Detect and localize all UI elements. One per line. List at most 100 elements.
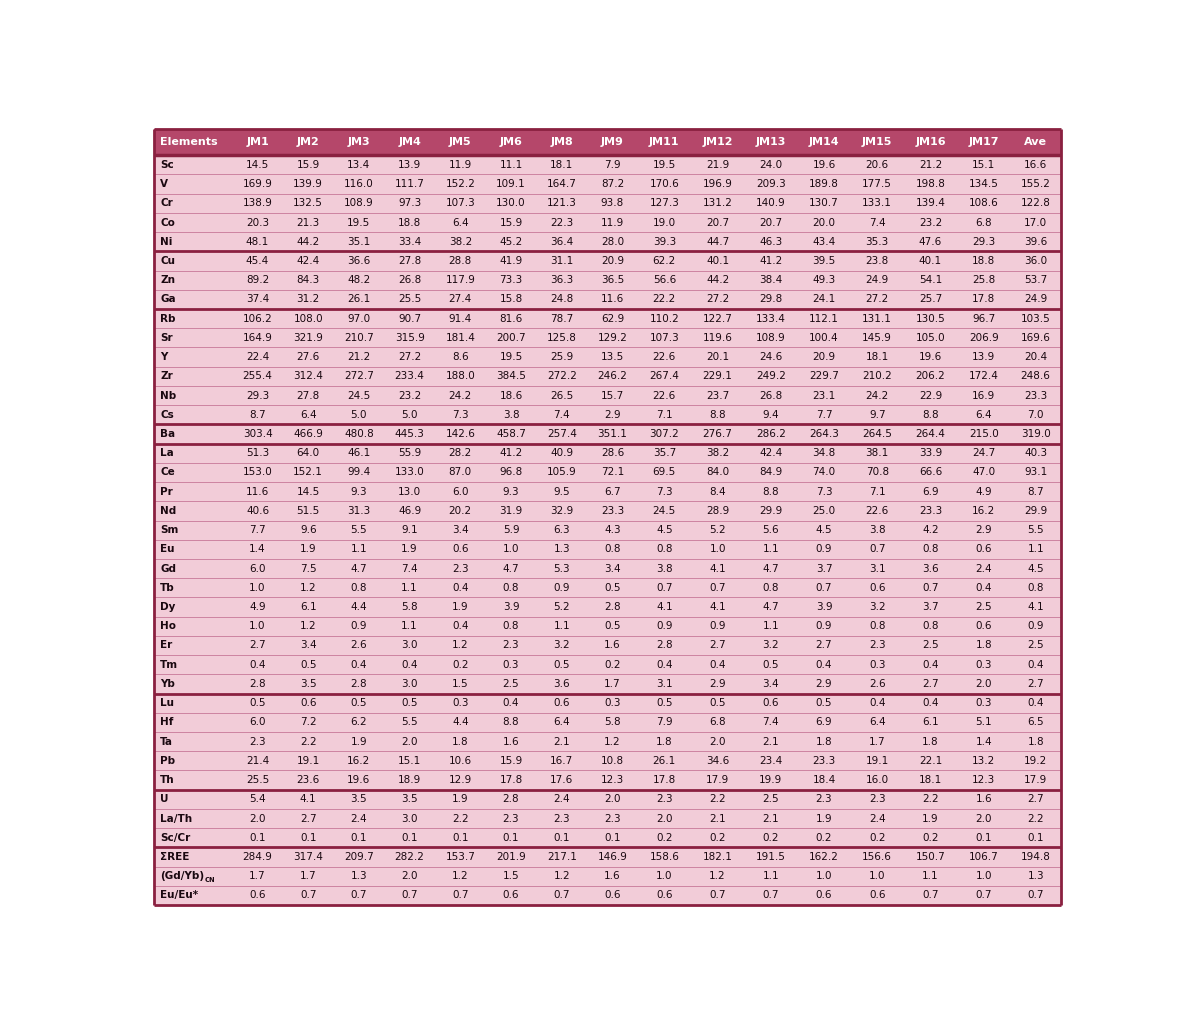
Text: 53.7: 53.7 bbox=[1024, 275, 1048, 285]
Text: 12.3: 12.3 bbox=[972, 775, 995, 785]
Bar bbox=[744, 520, 798, 540]
Bar bbox=[154, 675, 232, 693]
Text: 1.7: 1.7 bbox=[300, 871, 316, 882]
Text: 20.6: 20.6 bbox=[866, 160, 889, 170]
Bar bbox=[744, 424, 798, 443]
Text: Lu: Lu bbox=[160, 698, 174, 709]
Text: 0.6: 0.6 bbox=[249, 891, 265, 900]
Text: 177.5: 177.5 bbox=[863, 179, 892, 189]
Text: 1.6: 1.6 bbox=[604, 871, 621, 882]
Text: 9.3: 9.3 bbox=[502, 486, 519, 497]
Text: 1.2: 1.2 bbox=[451, 871, 468, 882]
Bar bbox=[232, 520, 283, 540]
Bar bbox=[232, 463, 283, 482]
Bar bbox=[851, 386, 904, 406]
Bar bbox=[384, 713, 435, 732]
Bar bbox=[744, 809, 798, 828]
Bar bbox=[957, 597, 1011, 616]
Bar bbox=[798, 290, 851, 309]
Text: 3.8: 3.8 bbox=[869, 525, 885, 536]
Bar bbox=[154, 597, 232, 616]
Text: 48.2: 48.2 bbox=[347, 275, 371, 285]
Bar bbox=[435, 886, 486, 905]
Text: 19.6: 19.6 bbox=[813, 160, 835, 170]
Bar bbox=[283, 482, 334, 502]
Text: 25.7: 25.7 bbox=[918, 295, 942, 304]
Text: JM4: JM4 bbox=[398, 137, 421, 147]
Text: 2.3: 2.3 bbox=[869, 640, 885, 650]
Text: 1.9: 1.9 bbox=[402, 545, 418, 554]
Text: 54.1: 54.1 bbox=[918, 275, 942, 285]
Bar bbox=[154, 386, 232, 406]
Bar bbox=[232, 616, 283, 636]
Bar bbox=[587, 443, 638, 463]
Bar bbox=[486, 790, 537, 809]
Text: 191.5: 191.5 bbox=[756, 852, 786, 862]
Bar bbox=[638, 129, 691, 156]
Text: 1.7: 1.7 bbox=[249, 871, 265, 882]
Bar bbox=[334, 886, 384, 905]
Text: 0.2: 0.2 bbox=[710, 833, 726, 843]
Text: 182.1: 182.1 bbox=[703, 852, 732, 862]
Text: 6.4: 6.4 bbox=[300, 410, 316, 420]
Bar bbox=[334, 540, 384, 559]
Text: 20.7: 20.7 bbox=[760, 217, 782, 227]
Text: 66.6: 66.6 bbox=[918, 467, 942, 477]
Text: 0.4: 0.4 bbox=[1027, 659, 1044, 670]
Bar bbox=[334, 520, 384, 540]
Text: 3.6: 3.6 bbox=[922, 563, 939, 573]
Text: JM16: JM16 bbox=[915, 137, 946, 147]
Text: 9.4: 9.4 bbox=[762, 410, 779, 420]
Text: 28.9: 28.9 bbox=[706, 506, 729, 516]
Bar bbox=[537, 693, 587, 713]
Bar bbox=[587, 386, 638, 406]
Text: 4.9: 4.9 bbox=[975, 486, 992, 497]
Text: 140.9: 140.9 bbox=[756, 199, 786, 208]
Text: 37.4: 37.4 bbox=[246, 295, 269, 304]
Text: 2.2: 2.2 bbox=[1027, 813, 1044, 823]
Bar bbox=[435, 406, 486, 424]
Bar bbox=[904, 406, 957, 424]
Bar bbox=[232, 482, 283, 502]
Bar bbox=[957, 406, 1011, 424]
Bar bbox=[435, 270, 486, 290]
Text: 4.4: 4.4 bbox=[351, 602, 367, 612]
Text: 2.7: 2.7 bbox=[1027, 679, 1044, 689]
Bar bbox=[435, 790, 486, 809]
Text: 315.9: 315.9 bbox=[395, 333, 424, 343]
Bar bbox=[486, 251, 537, 270]
Bar bbox=[798, 502, 851, 520]
Text: 35.3: 35.3 bbox=[865, 237, 889, 247]
Text: 4.1: 4.1 bbox=[1027, 602, 1044, 612]
Text: 40.9: 40.9 bbox=[550, 449, 574, 458]
Bar bbox=[334, 636, 384, 655]
Bar bbox=[1011, 579, 1061, 597]
Bar bbox=[1011, 597, 1061, 616]
Text: 91.4: 91.4 bbox=[449, 313, 472, 324]
Text: 229.7: 229.7 bbox=[809, 372, 839, 381]
Bar bbox=[154, 443, 232, 463]
Text: 23.3: 23.3 bbox=[918, 506, 942, 516]
Bar bbox=[537, 636, 587, 655]
Bar bbox=[154, 309, 232, 329]
Text: 201.9: 201.9 bbox=[497, 852, 526, 862]
Text: 35.1: 35.1 bbox=[347, 237, 371, 247]
Text: 11.9: 11.9 bbox=[601, 217, 624, 227]
Text: 1.7: 1.7 bbox=[604, 679, 621, 689]
Text: 2.7: 2.7 bbox=[922, 679, 939, 689]
Bar bbox=[232, 866, 283, 886]
Text: 1.9: 1.9 bbox=[815, 813, 832, 823]
Bar bbox=[587, 809, 638, 828]
Text: 4.2: 4.2 bbox=[922, 525, 939, 536]
Bar bbox=[744, 270, 798, 290]
Bar bbox=[638, 502, 691, 520]
Text: 130.7: 130.7 bbox=[809, 199, 839, 208]
Bar bbox=[537, 463, 587, 482]
Bar bbox=[851, 713, 904, 732]
Bar bbox=[904, 770, 957, 790]
Bar bbox=[744, 309, 798, 329]
Text: 146.9: 146.9 bbox=[597, 852, 627, 862]
Text: 110.2: 110.2 bbox=[649, 313, 679, 324]
Bar bbox=[587, 347, 638, 367]
Bar bbox=[691, 194, 744, 213]
